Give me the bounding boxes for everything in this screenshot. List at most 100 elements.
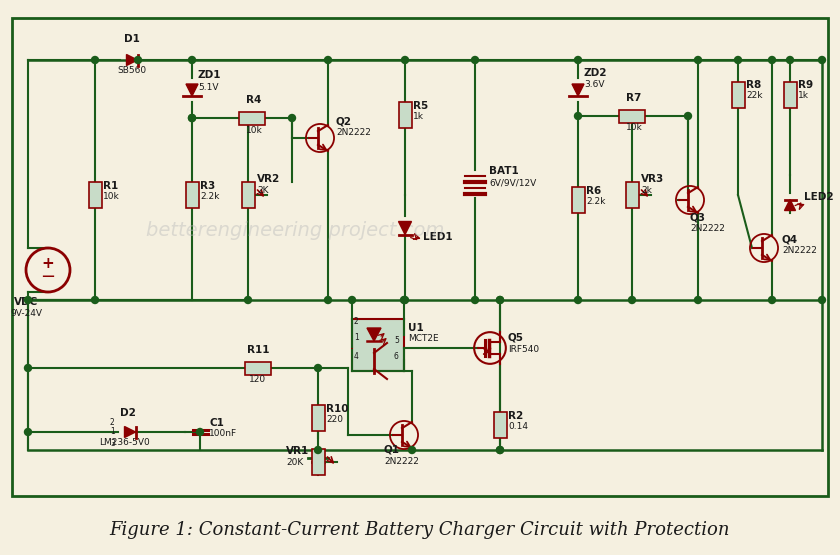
Text: 2k: 2k <box>641 186 652 195</box>
Text: 2: 2 <box>110 418 115 427</box>
Text: SB560: SB560 <box>118 66 146 75</box>
Circle shape <box>471 296 479 304</box>
Text: Q5: Q5 <box>508 332 524 342</box>
Text: LED2: LED2 <box>804 192 833 202</box>
Text: R5: R5 <box>413 101 428 111</box>
Text: ZD2: ZD2 <box>584 68 607 78</box>
Text: D2: D2 <box>120 408 136 418</box>
Polygon shape <box>367 328 381 341</box>
Bar <box>619 109 645 123</box>
Text: R8: R8 <box>746 80 761 90</box>
Bar <box>571 187 585 213</box>
Text: R4: R4 <box>246 95 262 105</box>
Text: C1: C1 <box>209 418 224 428</box>
Text: 220: 220 <box>326 415 343 424</box>
Polygon shape <box>124 426 135 437</box>
Polygon shape <box>398 221 412 235</box>
Text: VR1: VR1 <box>286 446 309 456</box>
Text: D1: D1 <box>124 34 140 44</box>
Text: R1: R1 <box>103 181 118 191</box>
Circle shape <box>471 57 479 63</box>
Circle shape <box>734 57 742 63</box>
Circle shape <box>24 428 32 436</box>
Text: 10k: 10k <box>103 192 120 201</box>
Text: 3.6V: 3.6V <box>584 80 605 89</box>
Circle shape <box>575 113 581 119</box>
Text: 2N2222: 2N2222 <box>690 224 725 233</box>
Circle shape <box>288 114 296 122</box>
Bar <box>626 182 638 208</box>
Circle shape <box>401 296 407 304</box>
Circle shape <box>188 114 196 122</box>
Text: 20K: 20K <box>286 458 303 467</box>
Text: 6: 6 <box>394 352 399 361</box>
Text: LED1: LED1 <box>423 232 453 242</box>
Text: −: − <box>40 268 55 286</box>
Circle shape <box>408 447 416 453</box>
Circle shape <box>197 428 203 436</box>
Text: 22k: 22k <box>746 91 763 100</box>
Circle shape <box>769 57 775 63</box>
Text: 2N2222: 2N2222 <box>384 457 419 466</box>
Bar <box>784 82 796 108</box>
Circle shape <box>575 296 581 304</box>
Circle shape <box>92 57 98 63</box>
Text: R7: R7 <box>627 93 642 103</box>
Circle shape <box>496 447 503 453</box>
Circle shape <box>188 114 196 122</box>
Circle shape <box>324 296 332 304</box>
Circle shape <box>314 365 322 371</box>
Text: +: + <box>42 256 55 271</box>
Text: Q4: Q4 <box>782 234 798 244</box>
Circle shape <box>695 296 701 304</box>
Text: 2: 2 <box>354 317 359 326</box>
Text: 2.2k: 2.2k <box>586 197 606 206</box>
Circle shape <box>496 296 503 304</box>
Circle shape <box>769 296 775 304</box>
Text: VDC: VDC <box>14 297 38 307</box>
Bar <box>12 18 828 496</box>
Circle shape <box>244 296 251 304</box>
Circle shape <box>24 365 32 371</box>
Text: R6: R6 <box>586 186 601 196</box>
Text: LM236-5V0: LM236-5V0 <box>100 438 150 447</box>
Text: Q2: Q2 <box>336 116 352 126</box>
Text: IRF540: IRF540 <box>508 345 539 354</box>
Text: 2.2k: 2.2k <box>200 192 219 201</box>
Circle shape <box>818 296 826 304</box>
Text: R10: R10 <box>326 404 349 414</box>
Text: VR3: VR3 <box>641 174 664 184</box>
Bar <box>398 102 412 128</box>
Text: 120: 120 <box>249 375 266 384</box>
Circle shape <box>349 296 355 304</box>
Polygon shape <box>572 84 584 96</box>
Text: R9: R9 <box>798 80 813 90</box>
Text: 2N2222: 2N2222 <box>782 246 816 255</box>
Circle shape <box>402 57 408 63</box>
Bar <box>239 112 265 124</box>
Circle shape <box>402 296 408 304</box>
Text: 10k: 10k <box>626 123 643 132</box>
Circle shape <box>786 57 794 63</box>
Polygon shape <box>127 54 138 65</box>
Text: VR2: VR2 <box>257 174 281 184</box>
Text: 1: 1 <box>110 427 115 436</box>
Circle shape <box>324 57 332 63</box>
Text: 1k: 1k <box>798 91 809 100</box>
Text: 2K: 2K <box>257 186 269 195</box>
Text: BAT1: BAT1 <box>489 166 519 176</box>
Text: 4: 4 <box>354 352 359 361</box>
Text: 1: 1 <box>354 333 359 342</box>
Bar <box>312 405 324 431</box>
Bar <box>242 182 255 208</box>
Circle shape <box>314 447 322 453</box>
Circle shape <box>685 113 691 119</box>
Bar <box>494 412 507 438</box>
Text: 0.14: 0.14 <box>508 422 528 431</box>
Bar <box>186 182 198 208</box>
Text: 2N2222: 2N2222 <box>336 128 371 137</box>
Bar <box>245 361 271 375</box>
Circle shape <box>188 57 196 63</box>
Text: 3: 3 <box>110 439 115 448</box>
Circle shape <box>496 296 503 304</box>
